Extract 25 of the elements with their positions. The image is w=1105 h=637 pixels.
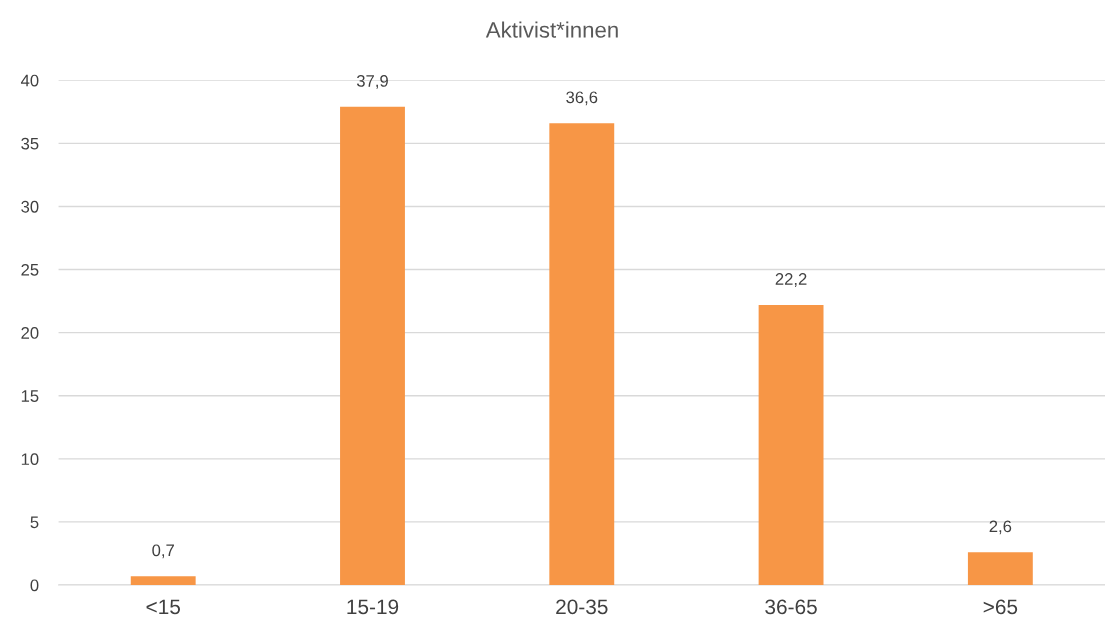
data-label: 0,7 — [152, 544, 174, 559]
x-tick-label: 15-19 — [347, 599, 399, 615]
y-tick-label: 25 — [21, 263, 39, 276]
bar — [340, 106, 405, 586]
x-tick-label: 36-65 — [765, 599, 817, 615]
y-tick-label: 15 — [21, 390, 39, 402]
y-tick-label: 20 — [21, 327, 39, 339]
x-tick-label: >65 — [983, 599, 1018, 615]
y-tick-label: 10 — [21, 453, 39, 466]
y-tick-label: 35 — [21, 137, 39, 150]
bar — [549, 123, 615, 586]
data-label: 22,2 — [775, 273, 807, 287]
data-label: 37,9 — [356, 75, 388, 89]
y-tick-label: 0 — [30, 579, 39, 592]
y-tick-label: 30 — [21, 200, 39, 213]
bar — [967, 552, 1033, 586]
x-tick-label: <15 — [146, 599, 180, 615]
y-tick-label: 5 — [30, 516, 39, 529]
x-tick-label: 20-35 — [556, 599, 608, 615]
y-tick-label: 40 — [20, 74, 39, 87]
bar — [130, 576, 196, 586]
data-label: 36,6 — [566, 91, 598, 106]
chart-title: Aktivist*innen — [485, 21, 618, 38]
bar — [758, 304, 824, 586]
data-label: 2,6 — [989, 520, 1012, 535]
